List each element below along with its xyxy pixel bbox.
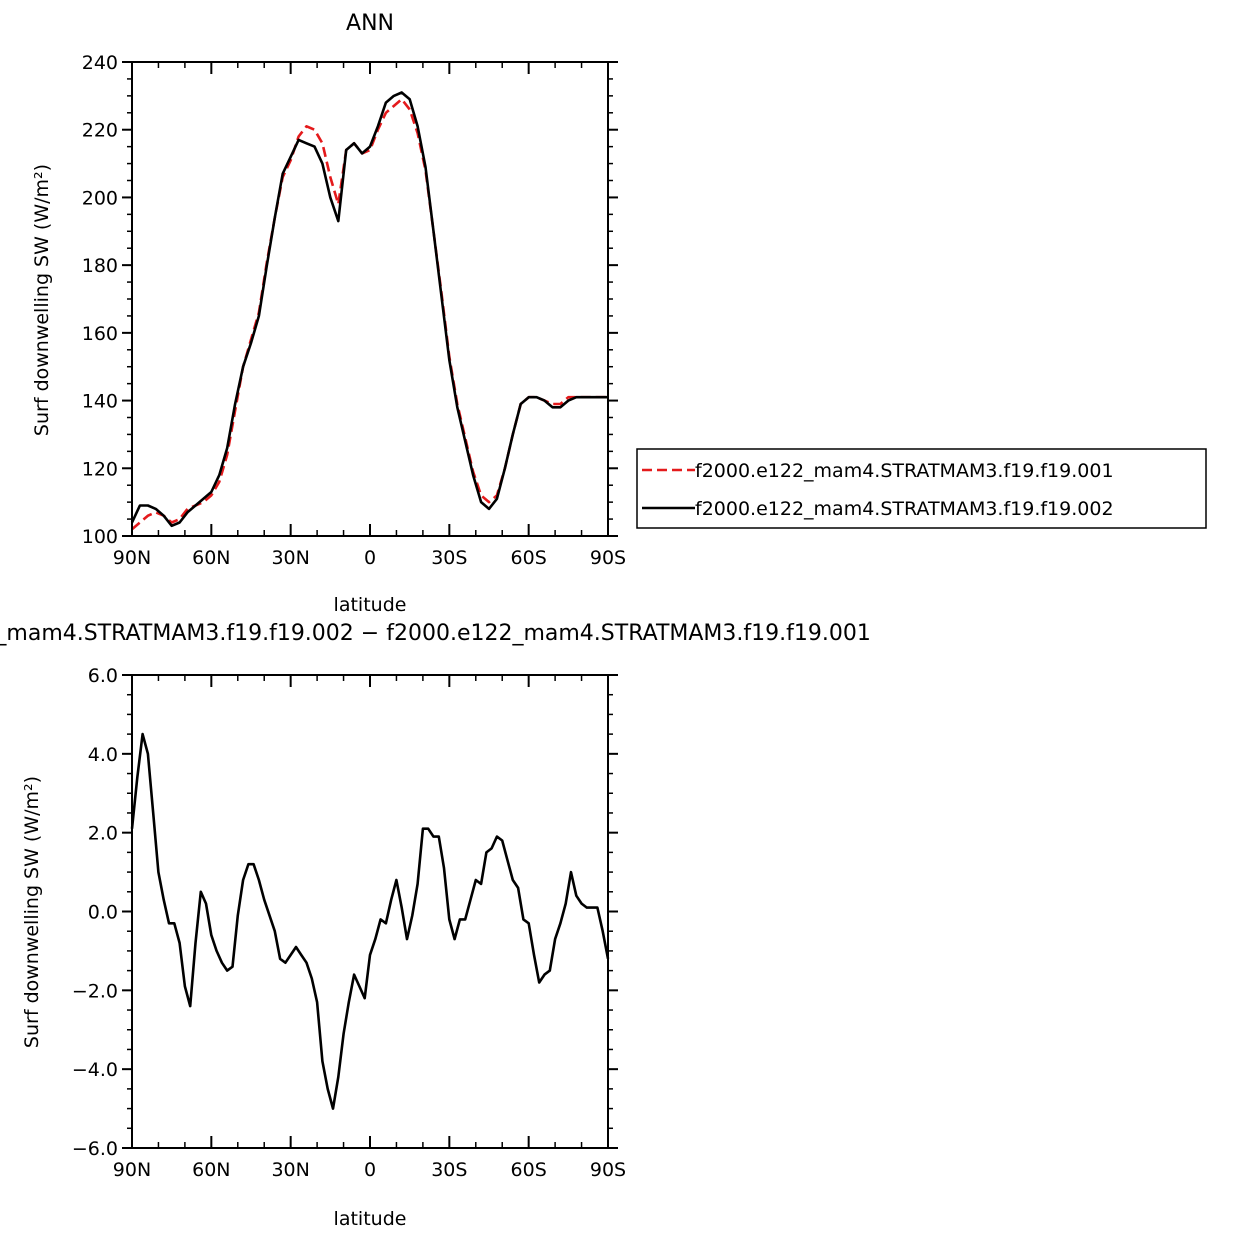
- y-tick-label: 6.0: [88, 665, 118, 687]
- x-tick-label: 30N: [271, 547, 309, 569]
- y-tick-label: 4.0: [88, 744, 118, 766]
- plot-frame: [131, 674, 609, 1149]
- x-tick-label: 90S: [590, 547, 626, 569]
- chart-title: f2000.e122_mam4.STRATMAM3.f19.f19.002 − …: [0, 621, 871, 646]
- chart-difference: f2000.e122_mam4.STRATMAM3.f19.f19.002 − …: [0, 621, 871, 1230]
- x-tick-label: 60S: [511, 1159, 547, 1181]
- y-tick-label: 200: [82, 187, 118, 209]
- x-tick-label: 0: [364, 1159, 376, 1181]
- y-tick-label: 100: [82, 526, 118, 548]
- y-tick-label: 2.0: [88, 823, 118, 845]
- x-tick-label: 60N: [192, 1159, 230, 1181]
- series-line-1: [130, 732, 610, 1110]
- y-tick-label: 120: [82, 458, 118, 480]
- y-axis-label: Surf downwelling SW (W/m²): [31, 164, 53, 436]
- chart-title: ANN: [346, 11, 394, 36]
- legend-box: [636, 448, 1207, 529]
- y-tick-label: 240: [82, 52, 118, 74]
- x-tick-label: 0: [364, 547, 376, 569]
- legend-label: f2000.e122_mam4.STRATMAM3.f19.f19.002: [695, 498, 1114, 520]
- x-tick-label: 90N: [113, 547, 151, 569]
- y-tick-label: 0.0: [88, 902, 118, 924]
- x-tick-label: 60S: [511, 547, 547, 569]
- legend: f2000.e122_mam4.STRATMAM3.f19.f19.001 f20…: [636, 448, 1207, 529]
- x-tick-label: 30S: [431, 1159, 467, 1181]
- x-tick-label: 90S: [590, 1159, 626, 1181]
- legend-label: f2000.e122_mam4.STRATMAM3.f19.f19.001: [695, 460, 1114, 482]
- x-axis-label: latitude: [334, 594, 407, 616]
- y-tick-label: −4.0: [72, 1059, 118, 1081]
- series-line-1: [131, 97, 608, 531]
- y-tick-label: 180: [82, 255, 118, 277]
- y-tick-label: 160: [82, 323, 118, 345]
- x-tick-label: 30N: [271, 1159, 309, 1181]
- y-axis-label: Surf downwelling SW (W/m²): [21, 776, 43, 1048]
- x-axis-label: latitude: [334, 1208, 407, 1230]
- y-tick-label: −2.0: [72, 980, 118, 1002]
- x-tick-label: 60N: [192, 547, 230, 569]
- y-tick-label: 220: [82, 120, 118, 142]
- y-tick-label: 140: [82, 391, 118, 413]
- chart-mean: ANN latitude Surf downwelling SW (W/m²) …: [31, 11, 1207, 616]
- x-tick-label: 90N: [113, 1159, 151, 1181]
- y-tick-label: −6.0: [72, 1138, 118, 1160]
- series-line-2: [130, 91, 608, 528]
- plot-frame: [131, 61, 609, 537]
- x-tick-label: 30S: [431, 547, 467, 569]
